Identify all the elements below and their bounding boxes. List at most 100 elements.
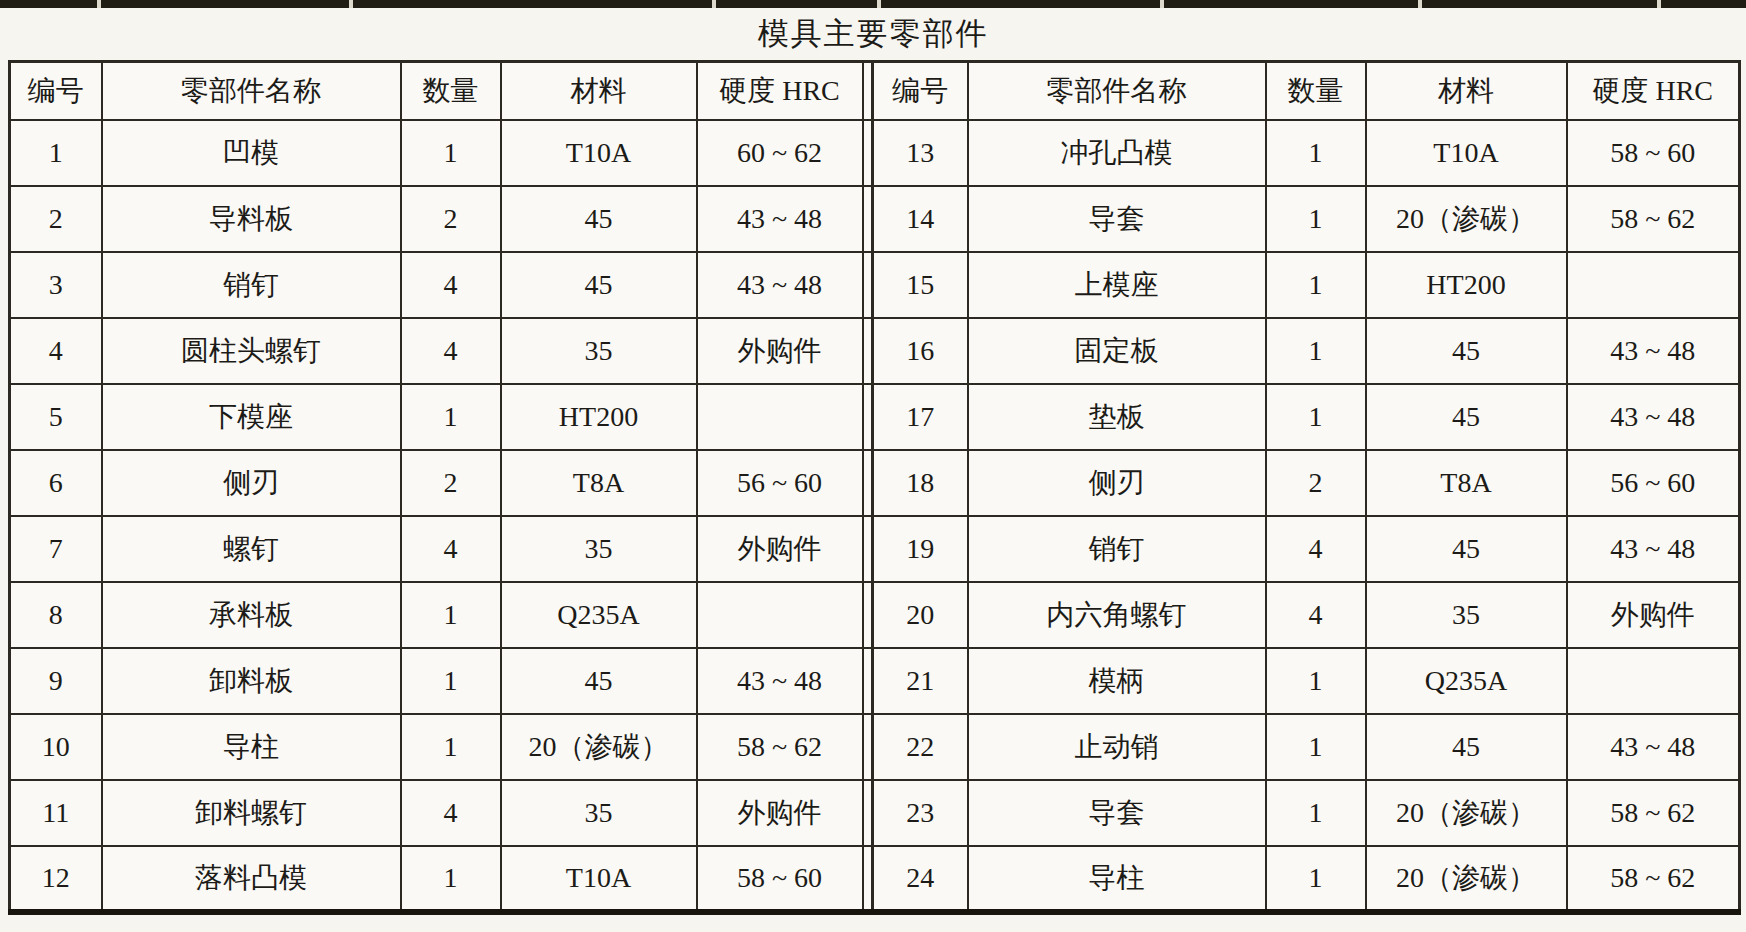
table-row: 10导柱120（渗碳）58 ~ 6222止动销14543 ~ 48: [10, 714, 1740, 780]
material-cell: 45: [1366, 384, 1567, 450]
part-name-cell: 销钉: [968, 516, 1266, 582]
hardness-hrc-cell: 58 ~ 62: [697, 714, 863, 780]
scan-edge-gap: [1418, 0, 1422, 8]
table-center-divider: [863, 384, 873, 450]
part-number-header: 编号: [873, 62, 968, 120]
material-cell: 45: [1366, 714, 1567, 780]
part-number-cell: 21: [873, 648, 968, 714]
table-center-divider: [863, 62, 873, 120]
quantity-cell: 2: [1266, 450, 1366, 516]
material-cell: 20（渗碳）: [1366, 846, 1567, 912]
hardness-hrc-cell: 外购件: [1567, 582, 1740, 648]
header-row: 编号零部件名称数量材料硬度 HRC编号零部件名称数量材料硬度 HRC: [10, 62, 1740, 120]
part-number-cell: 8: [10, 582, 102, 648]
material-cell: T10A: [1366, 120, 1567, 186]
table-center-divider: [863, 846, 873, 912]
quantity-cell: 1: [1266, 318, 1366, 384]
part-number-cell: 23: [873, 780, 968, 846]
part-name-cell: 导料板: [102, 186, 401, 252]
part-name-cell: 导套: [968, 780, 1266, 846]
part-number-cell: 15: [873, 252, 968, 318]
quantity-cell: 2: [401, 186, 501, 252]
material-cell: 20（渗碳）: [1366, 186, 1567, 252]
part-name-cell: 侧刃: [968, 450, 1266, 516]
material-cell: 45: [501, 252, 697, 318]
table-row: 8承料板1Q235A20内六角螺钉435外购件: [10, 582, 1740, 648]
material-cell: 35: [501, 318, 697, 384]
material-cell: 45: [1366, 516, 1567, 582]
table-row: 6侧刃2T8A56 ~ 6018侧刃2T8A56 ~ 60: [10, 450, 1740, 516]
material-cell: HT200: [1366, 252, 1567, 318]
part-name-cell: 卸料螺钉: [102, 780, 401, 846]
quantity-cell: 4: [401, 516, 501, 582]
quantity-header: 数量: [401, 62, 501, 120]
part-number-cell: 20: [873, 582, 968, 648]
table-row: 5下模座1HT20017垫板14543 ~ 48: [10, 384, 1740, 450]
quantity-cell: 1: [401, 714, 501, 780]
table-center-divider: [863, 780, 873, 846]
part-number-cell: 10: [10, 714, 102, 780]
part-number-cell: 13: [873, 120, 968, 186]
part-name-cell: 凹模: [102, 120, 401, 186]
hardness-hrc-header: 硬度 HRC: [1567, 62, 1740, 120]
part-name-cell: 固定板: [968, 318, 1266, 384]
part-name-cell: 落料凸模: [102, 846, 401, 912]
quantity-cell: 1: [401, 648, 501, 714]
quantity-cell: 1: [1266, 648, 1366, 714]
material-cell: HT200: [501, 384, 697, 450]
part-name-cell: 承料板: [102, 582, 401, 648]
part-number-cell: 5: [10, 384, 102, 450]
hardness-hrc-cell: 58 ~ 60: [1567, 120, 1740, 186]
quantity-cell: 4: [401, 780, 501, 846]
hardness-hrc-cell: 43 ~ 48: [697, 186, 863, 252]
part-number-cell: 2: [10, 186, 102, 252]
material-cell: 35: [501, 780, 697, 846]
part-number-cell: 11: [10, 780, 102, 846]
hardness-hrc-cell: 60 ~ 62: [697, 120, 863, 186]
table-row: 7螺钉435外购件19销钉44543 ~ 48: [10, 516, 1740, 582]
material-cell: T8A: [1366, 450, 1567, 516]
part-name-cell: 螺钉: [102, 516, 401, 582]
hardness-hrc-cell: 43 ~ 48: [697, 252, 863, 318]
material-cell: 45: [501, 648, 697, 714]
part-number-cell: 1: [10, 120, 102, 186]
part-name-cell: 圆柱头螺钉: [102, 318, 401, 384]
part-name-cell: 导柱: [102, 714, 401, 780]
hardness-hrc-cell: 43 ~ 48: [1567, 318, 1740, 384]
hardness-hrc-cell: 56 ~ 60: [1567, 450, 1740, 516]
part-number-cell: 14: [873, 186, 968, 252]
part-name-cell: 下模座: [102, 384, 401, 450]
material-cell: 45: [501, 186, 697, 252]
quantity-cell: 1: [1266, 252, 1366, 318]
part-name-cell: 垫板: [968, 384, 1266, 450]
part-number-cell: 12: [10, 846, 102, 912]
table-row: 1凹模1T10A60 ~ 6213冲孔凸模1T10A58 ~ 60: [10, 120, 1740, 186]
hardness-hrc-cell: 43 ~ 48: [1567, 516, 1740, 582]
part-number-cell: 4: [10, 318, 102, 384]
part-name-cell: 冲孔凸模: [968, 120, 1266, 186]
quantity-cell: 1: [401, 120, 501, 186]
table-row: 2导料板24543 ~ 4814导套120（渗碳）58 ~ 62: [10, 186, 1740, 252]
quantity-cell: 1: [1266, 384, 1366, 450]
table-center-divider: [863, 252, 873, 318]
scan-edge-gap: [877, 0, 881, 8]
table-row: 11卸料螺钉435外购件23导套120（渗碳）58 ~ 62: [10, 780, 1740, 846]
quantity-cell: 4: [1266, 582, 1366, 648]
table-row: 3销钉44543 ~ 4815上模座1HT200: [10, 252, 1740, 318]
hardness-hrc-cell: 58 ~ 62: [1567, 186, 1740, 252]
part-number-cell: 17: [873, 384, 968, 450]
quantity-cell: 1: [401, 846, 501, 912]
part-name-cell: 模柄: [968, 648, 1266, 714]
part-name-header: 零部件名称: [968, 62, 1266, 120]
scan-edge-gap: [1160, 0, 1164, 8]
page-title: 模具主要零部件: [0, 12, 1746, 56]
quantity-cell: 4: [401, 318, 501, 384]
quantity-header: 数量: [1266, 62, 1366, 120]
part-name-header: 零部件名称: [102, 62, 401, 120]
hardness-hrc-cell: 43 ~ 48: [1567, 714, 1740, 780]
part-name-cell: 内六角螺钉: [968, 582, 1266, 648]
part-name-cell: 上模座: [968, 252, 1266, 318]
scan-edge-gap: [349, 0, 353, 8]
material-cell: T10A: [501, 846, 697, 912]
scanned-document-page: 模具主要零部件 编号零部件名称数量材料硬度 HRC编号零部件名称数量材料硬度 H…: [0, 0, 1746, 932]
